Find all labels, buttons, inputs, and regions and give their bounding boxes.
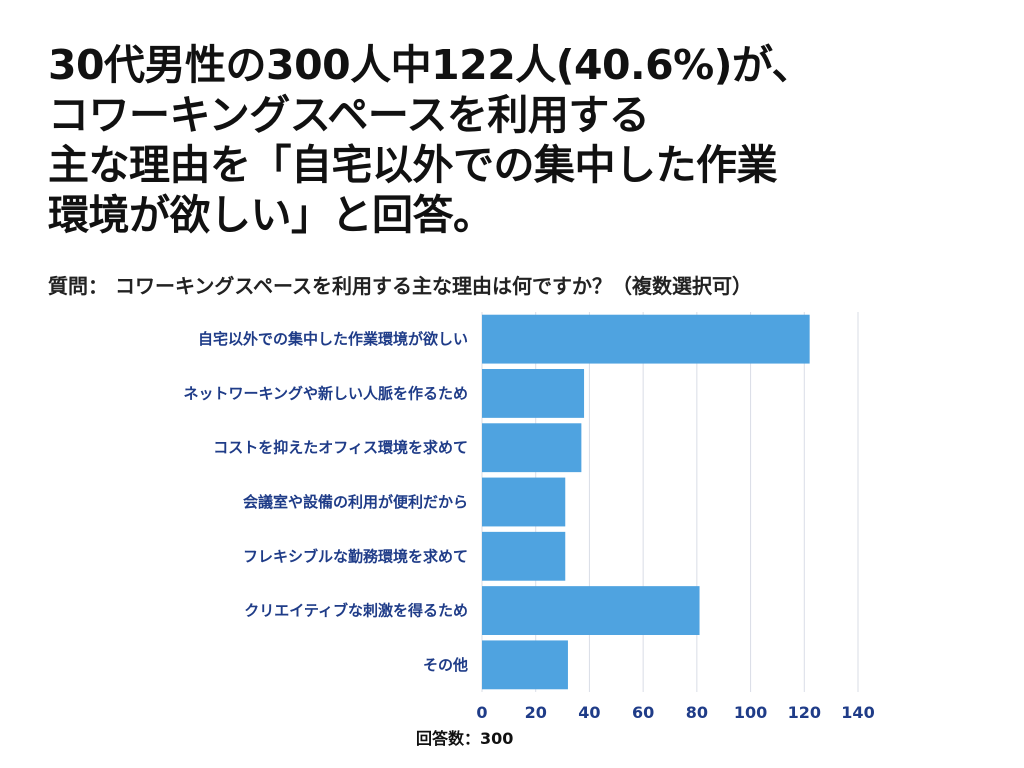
bar-2	[482, 369, 585, 418]
x-tick-label-80: 80	[686, 703, 708, 722]
category-label-5: フレキシブルな勤務環境を求めて	[243, 547, 468, 565]
headline-line-2: コワーキングスペースを利用する	[48, 91, 650, 139]
bar-1	[482, 314, 810, 364]
bar-5	[482, 531, 566, 581]
bar-7	[482, 640, 568, 690]
headline: 30代男性の300人中122人(40.6%)が、 コワーキングスペースを利用する…	[48, 40, 988, 240]
x-tick-labels: 0 20 40 60 80 100 120 140	[476, 703, 874, 722]
headline-line-4: 環境が欲しい」と回答。	[48, 191, 494, 239]
headline-line-3: 主な理由を「自宅以外での集中した作業	[48, 141, 778, 189]
x-tick-label-60: 60	[632, 703, 654, 722]
response-count: 回答数：300	[416, 729, 513, 748]
category-label-2: ネットワーキングや新しい人脈を作るため	[183, 384, 468, 402]
x-tick-label-0: 0	[476, 703, 487, 722]
headline-line-1: 30代男性の300人中122人(40.6%)が、	[48, 41, 813, 89]
x-tick-label-120: 120	[788, 703, 821, 722]
x-tick-label-20: 20	[525, 703, 547, 722]
bar-6	[482, 586, 700, 635]
x-tick-label-40: 40	[578, 703, 600, 722]
x-tick-label-140: 140	[841, 703, 874, 722]
category-label-3: コストを抑えたオフィス環境を求めて	[213, 439, 468, 457]
bar-4	[482, 477, 566, 527]
bars	[482, 314, 810, 690]
bar-3	[482, 423, 582, 473]
category-label-4: 会議室や設備の利用が便利だから	[243, 493, 468, 511]
x-tick-label-100: 100	[734, 703, 767, 722]
question-text: 質問： コワーキングスペースを利用する主な理由は何ですか？（複数選択可）	[48, 274, 752, 298]
category-label-7: その他	[423, 656, 468, 674]
category-label-1: 自宅以外での集中した作業環境が欲しい	[198, 330, 468, 348]
category-labels: 自宅以外での集中した作業環境が欲しいネットワーキングや新しい人脈を作るためコスト…	[183, 330, 468, 674]
category-label-6: クリエイティブな刺激を得るため	[244, 602, 468, 620]
